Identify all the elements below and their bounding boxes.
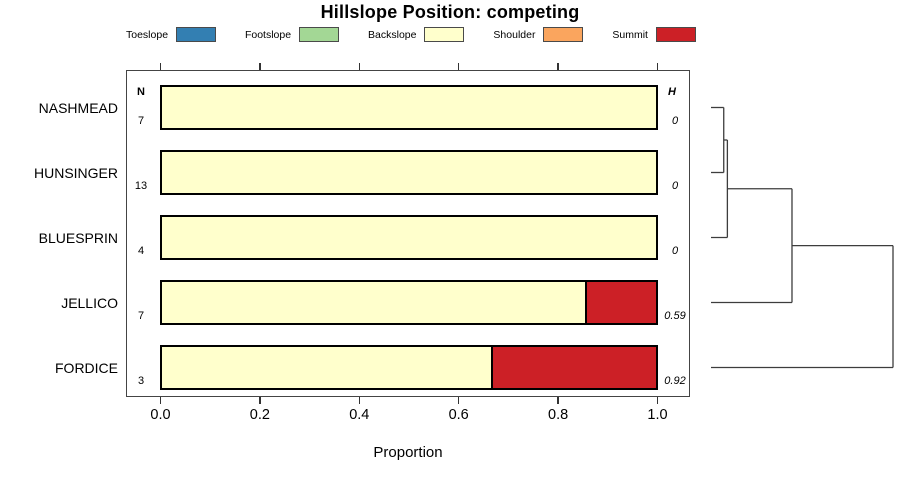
x-axis-tick-label: 0.0 [150,407,171,423]
h-column-header: H [668,86,676,98]
bar-row [160,280,658,325]
n-value: 3 [137,375,145,387]
bar-segment-backslope [162,217,656,258]
plot-box [126,70,690,397]
chart-title: Hillslope Position: competing [320,2,580,22]
h-value: 0.59 [664,310,686,322]
legend-item: Summit [612,27,696,42]
x-axis-tick-bottom [358,397,361,404]
legend-label: Backslope [368,28,417,41]
n-column-header: N [137,86,145,98]
site-label: NASHMEAD [38,99,118,116]
legend-swatch [299,27,340,42]
h-value: 0 [671,245,679,257]
legend-swatch [655,27,696,42]
legend-label: Toeslope [126,28,169,41]
legend-swatch [176,27,217,42]
legend-item: Backslope [368,27,465,42]
bar-segment-summit [491,347,656,388]
x-axis-tick-bottom [159,397,162,404]
site-label: HUNSINGER [33,164,118,181]
x-axis-tick-top [457,63,460,70]
legend-swatch [424,27,465,42]
n-value: 4 [137,245,145,257]
legend-swatch [543,27,584,42]
n-value: 7 [137,115,145,127]
x-axis-tick-top [259,63,261,70]
x-axis-tick-label: 0.4 [349,407,370,423]
bar-segment-backslope [162,282,586,323]
site-label: JELLICO [61,294,118,311]
site-label: BLUESPRIN [38,229,118,246]
bar-row [160,215,658,260]
x-axis-tick-top [159,63,162,70]
x-axis-tick-bottom [457,397,460,404]
legend-label: Footslope [244,28,292,41]
legend-item: Shoulder [493,27,584,42]
x-axis-tick-label: 0.2 [249,407,270,423]
x-axis-tick-label: 0.8 [548,407,569,423]
bar-segment-summit [585,282,656,323]
bar-segment-backslope [162,347,492,388]
x-axis-tick-top [358,63,361,70]
bar-segment-backslope [162,87,656,128]
x-axis-tick-label: 0.6 [448,407,469,423]
n-value: 7 [137,310,145,322]
legend-label: Shoulder [493,28,536,41]
x-axis-tick-label: 1.0 [647,407,668,423]
x-axis-tick-bottom [656,397,659,404]
h-value: 0.92 [664,375,686,387]
x-axis-tick-top [656,63,659,70]
site-label: FORDICE [55,359,118,376]
x-axis-tick-bottom [557,397,559,404]
x-axis-tick-top [557,63,559,70]
x-axis-title: Proportion [373,444,443,461]
x-axis-tick-bottom [259,397,261,404]
legend-label: Summit [612,28,648,41]
n-value: 13 [134,180,148,192]
bar-segment-backslope [162,152,656,193]
bar-row [160,150,658,195]
legend-item: Toeslope [126,27,217,42]
bar-row [160,85,658,130]
legend: Toeslope Footslope Backslope Shoulder Summit [126,26,696,43]
bar-row [160,345,658,390]
legend-item: Footslope [244,27,340,42]
h-value: 0 [671,115,679,127]
h-value: 0 [671,180,679,192]
